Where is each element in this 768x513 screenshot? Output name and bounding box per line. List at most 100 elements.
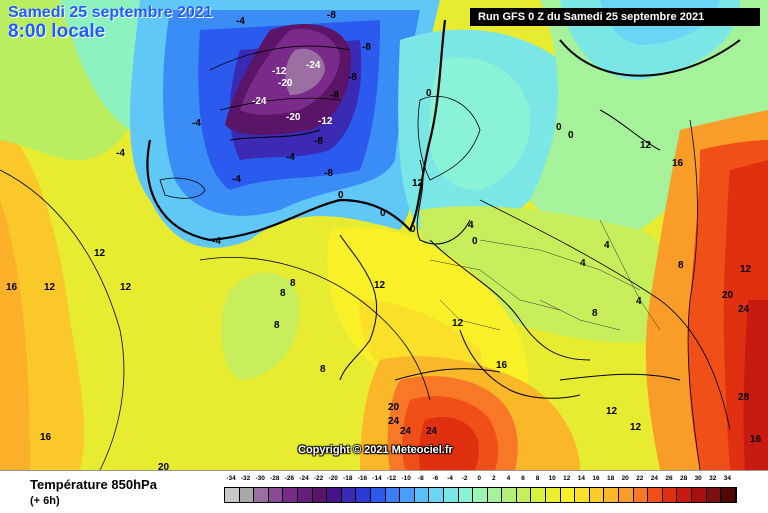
- scale-swatch: [254, 488, 269, 502]
- isotherm-label: 16: [40, 432, 52, 443]
- scale-label: 6: [521, 475, 525, 482]
- scale-swatch: [341, 488, 357, 502]
- map-footer: Température 850hPa (+ 6h) -34 -32 -30 -28 -2…: [0, 470, 768, 513]
- scale-label: -6: [432, 475, 439, 482]
- isotherm-label: -4: [192, 118, 201, 129]
- scale-swatch: [370, 488, 386, 502]
- map-date: Samedi 25 septembre 2021: [8, 4, 213, 21]
- temperature-map: -4-8-8-8-12-20-24-24-20 -12-8-8-4-4-4-4-8…: [0, 0, 768, 470]
- color-scale-labels: -34 -32 -30 -28 -26 -24 -22 -20 -18 -16 -14 -12 -10-…: [224, 475, 764, 487]
- scale-swatch: [560, 488, 576, 502]
- scale-label: -28: [270, 475, 280, 482]
- scale-label: 32: [709, 475, 717, 482]
- isotherm-label: -4: [236, 16, 245, 27]
- scale-label: 16: [592, 475, 600, 482]
- isotherm-label: 4: [604, 240, 610, 251]
- color-scale-swatches: [224, 487, 737, 503]
- scale-label: 24: [650, 475, 658, 482]
- isotherm-label: 12: [120, 282, 132, 293]
- isotherm-label: 0: [472, 236, 478, 247]
- isotherm-label: 12: [640, 140, 652, 151]
- isotherm-label: 0: [338, 190, 344, 201]
- isotherm-label: 8: [592, 308, 598, 319]
- isotherm-label: -8: [327, 10, 336, 21]
- isotherm-label: -8: [330, 90, 339, 101]
- scale-label: 2: [491, 475, 496, 482]
- scale-swatch: [443, 488, 459, 502]
- scale-label: 28: [679, 475, 688, 482]
- scale-swatch: [429, 488, 444, 502]
- isotherm-label: 20: [722, 290, 734, 301]
- isotherm-label: -12: [272, 66, 287, 77]
- scale-swatch: [414, 488, 430, 502]
- scale-label: -10: [401, 475, 411, 482]
- scale-label: 22: [636, 475, 644, 482]
- scale-label: -8: [417, 475, 424, 482]
- isotherm-label: 24: [426, 426, 438, 437]
- parameter-title: Température 850hPa: [30, 477, 157, 492]
- isotherm-label: -24: [306, 60, 321, 71]
- scale-label: -14: [372, 475, 382, 482]
- isotherm-label: 12: [740, 264, 752, 275]
- parameter-subtitle: (+ 6h): [30, 495, 60, 507]
- isotherm-label: 12: [374, 280, 386, 291]
- scale-swatch: [633, 488, 649, 502]
- scale-swatch: [473, 488, 488, 502]
- scale-label: 18: [606, 475, 615, 482]
- isotherm-label: -4: [232, 174, 241, 185]
- isotherm-label: 12: [630, 422, 642, 433]
- scale-swatch: [268, 488, 284, 502]
- scale-label: 10: [548, 475, 556, 482]
- scale-swatch: [385, 488, 401, 502]
- isotherm-label: 24: [400, 426, 412, 437]
- isotherm-label: 12: [452, 318, 464, 329]
- scale-swatch: [516, 488, 532, 502]
- scale-swatch: [458, 488, 474, 502]
- scale-swatch: [604, 488, 620, 502]
- isotherm-label: 0: [568, 130, 574, 141]
- scale-swatch: [575, 488, 590, 502]
- isotherm-label: 16: [672, 158, 684, 169]
- isotherm-label: -4: [212, 236, 221, 247]
- isotherm-label: 4: [468, 220, 474, 231]
- scale-label: 4: [506, 475, 511, 482]
- isotherm-label: -8: [362, 42, 371, 53]
- isotherm-label: -20: [278, 78, 293, 89]
- scale-swatch: [502, 488, 517, 502]
- scale-swatch: [283, 488, 298, 502]
- scale-swatch: [239, 488, 255, 502]
- scale-swatch: [648, 488, 663, 502]
- copyright-text: Copyright © 2021 Meteociel.fr: [298, 444, 453, 456]
- isotherm-label: -20: [286, 112, 301, 123]
- scale-swatch: [677, 488, 692, 502]
- isotherm-label: 12: [44, 282, 56, 293]
- isotherm-label: 8: [678, 260, 684, 271]
- isotherm-label: -8: [324, 168, 333, 179]
- isotherm-label: 12: [412, 178, 424, 189]
- isotherm-label: 8: [320, 364, 326, 375]
- isotherm-label: 0: [426, 88, 432, 99]
- scale-swatch: [619, 488, 634, 502]
- isotherm-label: 28: [738, 392, 750, 403]
- isotherm-label: 20: [388, 402, 400, 413]
- scale-label: -2: [461, 475, 468, 482]
- scale-swatch: [225, 488, 240, 502]
- scale-label: -16: [357, 475, 368, 482]
- scale-swatch: [589, 488, 605, 502]
- scale-swatch: [692, 488, 707, 502]
- isotherm-label: 0: [380, 208, 386, 219]
- map-time: 8:00 locale: [8, 21, 106, 42]
- scale-swatch: [487, 488, 503, 502]
- scale-label: -4: [447, 475, 453, 482]
- isotherm-label: 16: [750, 434, 762, 445]
- scale-label: 26: [665, 475, 673, 482]
- scale-swatch: [531, 488, 547, 502]
- isotherm-label: 8: [274, 320, 280, 331]
- scale-label: 8: [535, 475, 540, 482]
- run-info-banner: Run GFS 0 Z du Samedi 25 septembre 2021: [470, 8, 760, 26]
- isotherm-label: 24: [738, 304, 750, 315]
- isotherm-label: 4: [636, 296, 642, 307]
- isotherm-label: -12: [318, 116, 333, 127]
- isotherm-label: 16: [6, 282, 18, 293]
- isotherm-label: 20: [158, 462, 170, 470]
